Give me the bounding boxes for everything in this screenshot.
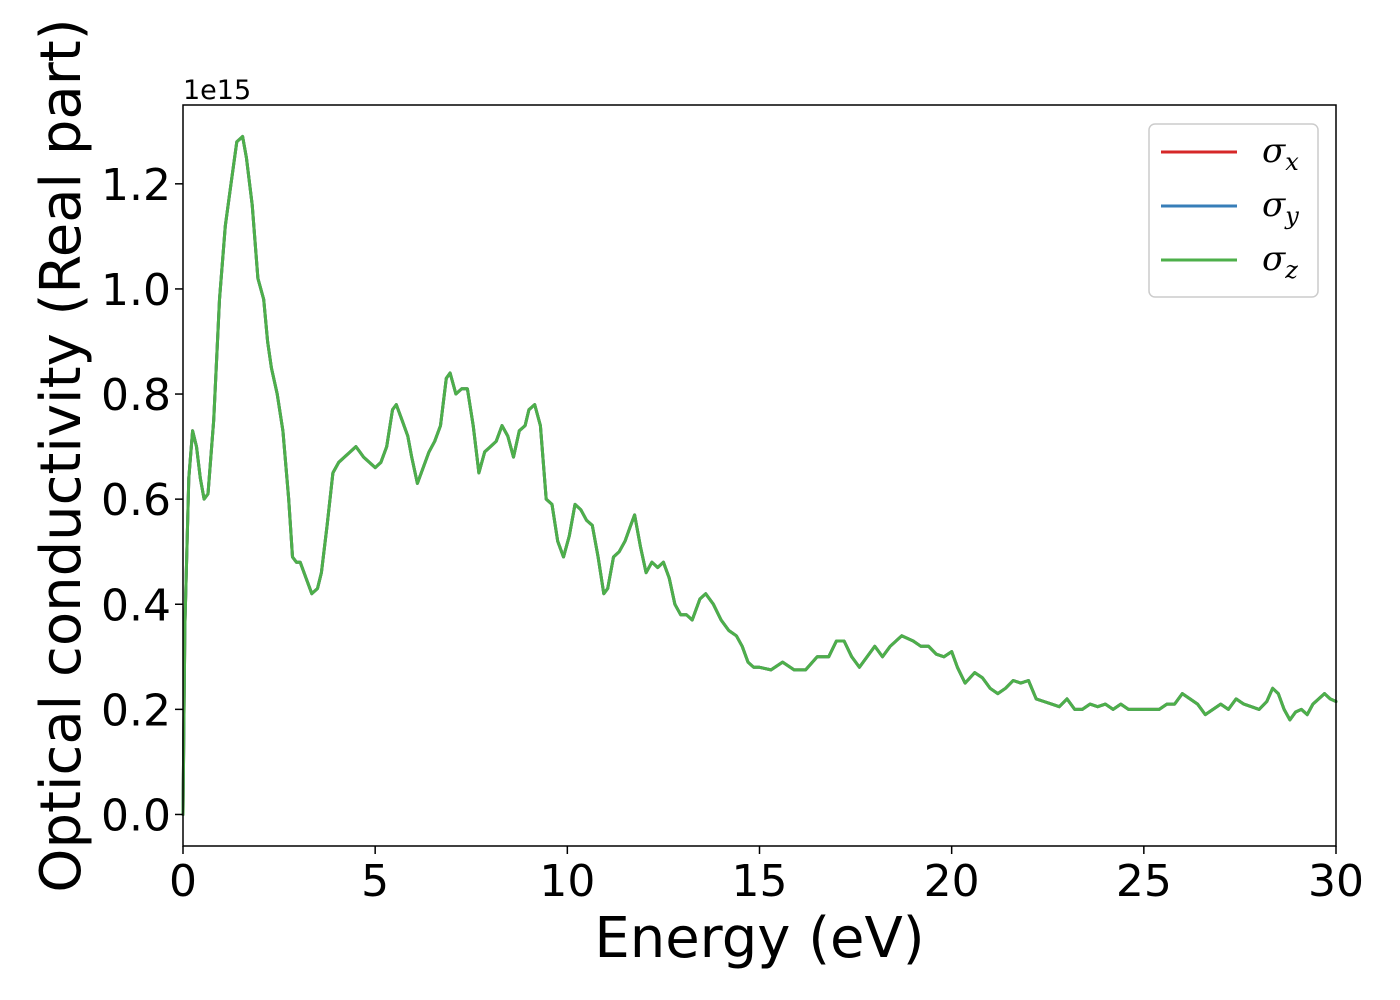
y-tick-label: 0.2 — [101, 685, 171, 736]
legend-label: σz — [1262, 239, 1298, 284]
x-axis-label: Energy (eV) — [594, 906, 924, 971]
x-tick-label: 10 — [539, 856, 595, 907]
x-tick-label: 5 — [361, 856, 389, 907]
y-tick-label: 0.0 — [101, 790, 171, 841]
x-tick-label: 30 — [1308, 856, 1364, 907]
y-tick-label: 1.0 — [101, 265, 171, 316]
series-layer — [181, 135, 1338, 816]
legend-label: σx — [1262, 131, 1299, 176]
x-axis-ticks: 0 5 10 15 20 25 30 — [169, 846, 1364, 907]
y-offset-text: 1e15 — [183, 75, 251, 106]
x-tick-label: 25 — [1116, 856, 1172, 907]
y-tick-label: 0.4 — [101, 580, 171, 631]
y-axis-ticks: 0.0 0.2 0.4 0.6 0.8 1.0 1.2 — [101, 160, 183, 841]
y-tick-label: 1.2 — [101, 160, 171, 211]
x-tick-label: 20 — [924, 856, 980, 907]
y-tick-label: 0.8 — [101, 370, 171, 421]
x-tick-label: 0 — [169, 856, 197, 907]
y-axis-label: Optical conductivity (Real part) — [29, 18, 94, 892]
legend: σx σy σz — [1148, 123, 1319, 298]
legend-box — [1148, 123, 1319, 298]
x-tick-label: 15 — [732, 856, 788, 907]
series-line-sigma-z — [181, 135, 1338, 816]
legend-label: σy — [1262, 185, 1299, 230]
y-tick-label: 0.6 — [101, 475, 171, 526]
